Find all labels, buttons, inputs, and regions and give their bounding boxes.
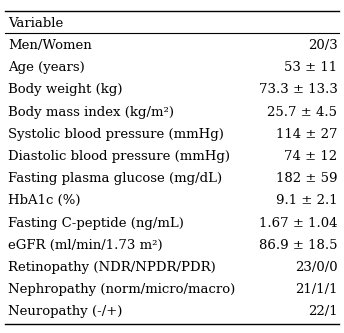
Text: 73.3 ± 13.3: 73.3 ± 13.3 <box>259 84 337 97</box>
Text: Retinopathy (NDR/NPDR/PDR): Retinopathy (NDR/NPDR/PDR) <box>8 261 216 274</box>
Text: Systolic blood pressure (mmHg): Systolic blood pressure (mmHg) <box>8 128 224 141</box>
Text: Body mass index (kg/m²): Body mass index (kg/m²) <box>8 106 174 119</box>
Text: Fasting C-peptide (ng/mL): Fasting C-peptide (ng/mL) <box>8 216 184 229</box>
Text: 53 ± 11: 53 ± 11 <box>284 61 337 74</box>
Text: Men/Women: Men/Women <box>8 39 92 52</box>
Text: Age (years): Age (years) <box>8 61 85 74</box>
Text: 1.67 ± 1.04: 1.67 ± 1.04 <box>259 216 337 229</box>
Text: 74 ± 12: 74 ± 12 <box>284 150 337 163</box>
Text: Nephropathy (norm/micro/macro): Nephropathy (norm/micro/macro) <box>8 283 235 296</box>
Text: HbA1c (%): HbA1c (%) <box>8 194 81 207</box>
Text: 182 ± 59: 182 ± 59 <box>276 172 337 185</box>
Text: 20/3: 20/3 <box>308 39 337 52</box>
Text: eGFR (ml/min/1.73 m²): eGFR (ml/min/1.73 m²) <box>8 239 163 252</box>
Text: 21/1/1: 21/1/1 <box>295 283 337 296</box>
Text: Neuropathy (-/+): Neuropathy (-/+) <box>8 305 122 318</box>
Text: 9.1 ± 2.1: 9.1 ± 2.1 <box>276 194 337 207</box>
Text: 86.9 ± 18.5: 86.9 ± 18.5 <box>259 239 337 252</box>
Text: Variable: Variable <box>8 17 63 30</box>
Text: 25.7 ± 4.5: 25.7 ± 4.5 <box>268 106 337 119</box>
Text: Diastolic blood pressure (mmHg): Diastolic blood pressure (mmHg) <box>8 150 230 163</box>
Text: 22/1: 22/1 <box>308 305 337 318</box>
Text: Body weight (kg): Body weight (kg) <box>8 84 123 97</box>
Text: 114 ± 27: 114 ± 27 <box>276 128 337 141</box>
Text: Fasting plasma glucose (mg/dL): Fasting plasma glucose (mg/dL) <box>8 172 222 185</box>
Text: 23/0/0: 23/0/0 <box>295 261 337 274</box>
